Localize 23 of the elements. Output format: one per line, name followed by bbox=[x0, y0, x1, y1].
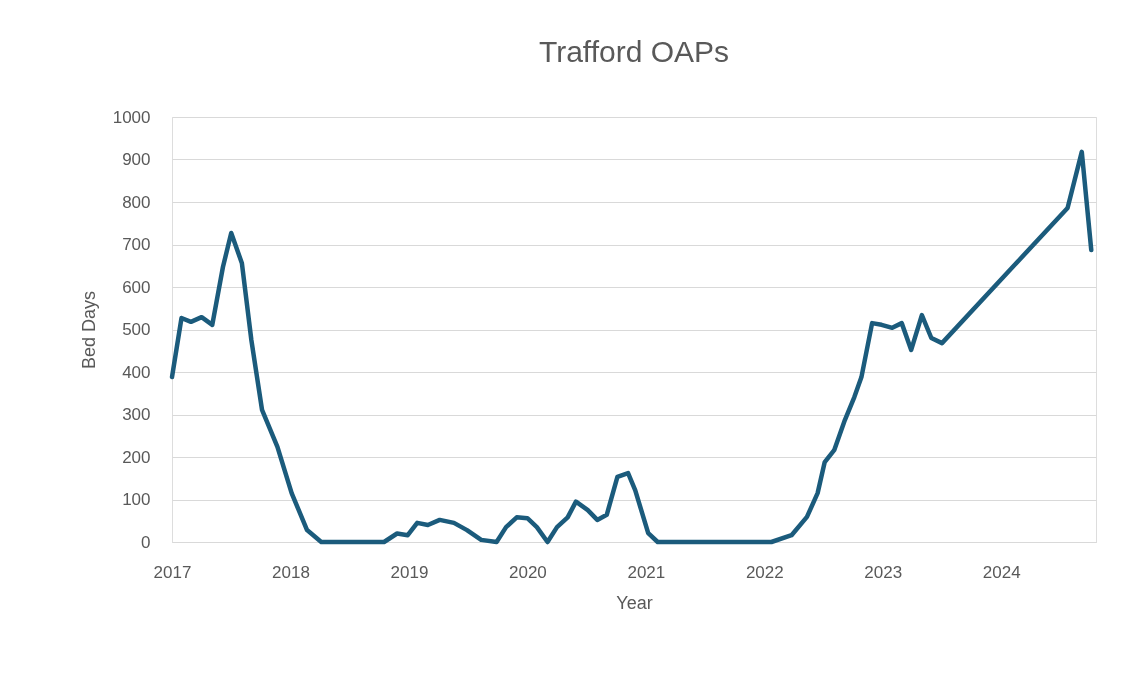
x-tick-label: 2019 bbox=[390, 562, 429, 582]
y-tick-label: 400 bbox=[122, 362, 151, 382]
y-tick-label: 500 bbox=[122, 320, 151, 339]
x-tick-label: 2020 bbox=[508, 562, 547, 582]
y-tick-label: 900 bbox=[122, 150, 151, 169]
x-tick-label: 2022 bbox=[745, 562, 784, 582]
y-tick-label: 200 bbox=[122, 447, 151, 467]
chart-title: Trafford OAPs bbox=[538, 35, 730, 68]
x-tick-label: 2021 bbox=[627, 562, 666, 582]
y-axis-title: Bed Days bbox=[78, 290, 99, 370]
x-tick-label: 2018 bbox=[272, 562, 310, 582]
y-tick-label: 100 bbox=[122, 490, 151, 509]
y-tick-label: 800 bbox=[122, 192, 151, 212]
x-tick-label: 2023 bbox=[864, 562, 903, 582]
y-tick-label: 0 bbox=[141, 532, 151, 552]
x-tick-label: 2024 bbox=[982, 562, 1021, 582]
y-tick-label: 1000 bbox=[112, 107, 151, 127]
x-axis-title: Year bbox=[616, 592, 653, 613]
x-tick-label: 2017 bbox=[153, 562, 192, 582]
y-tick-label: 700 bbox=[122, 235, 151, 254]
y-tick-label: 600 bbox=[122, 277, 151, 297]
y-tick-label: 300 bbox=[122, 405, 151, 424]
line-series bbox=[169, 149, 1094, 545]
